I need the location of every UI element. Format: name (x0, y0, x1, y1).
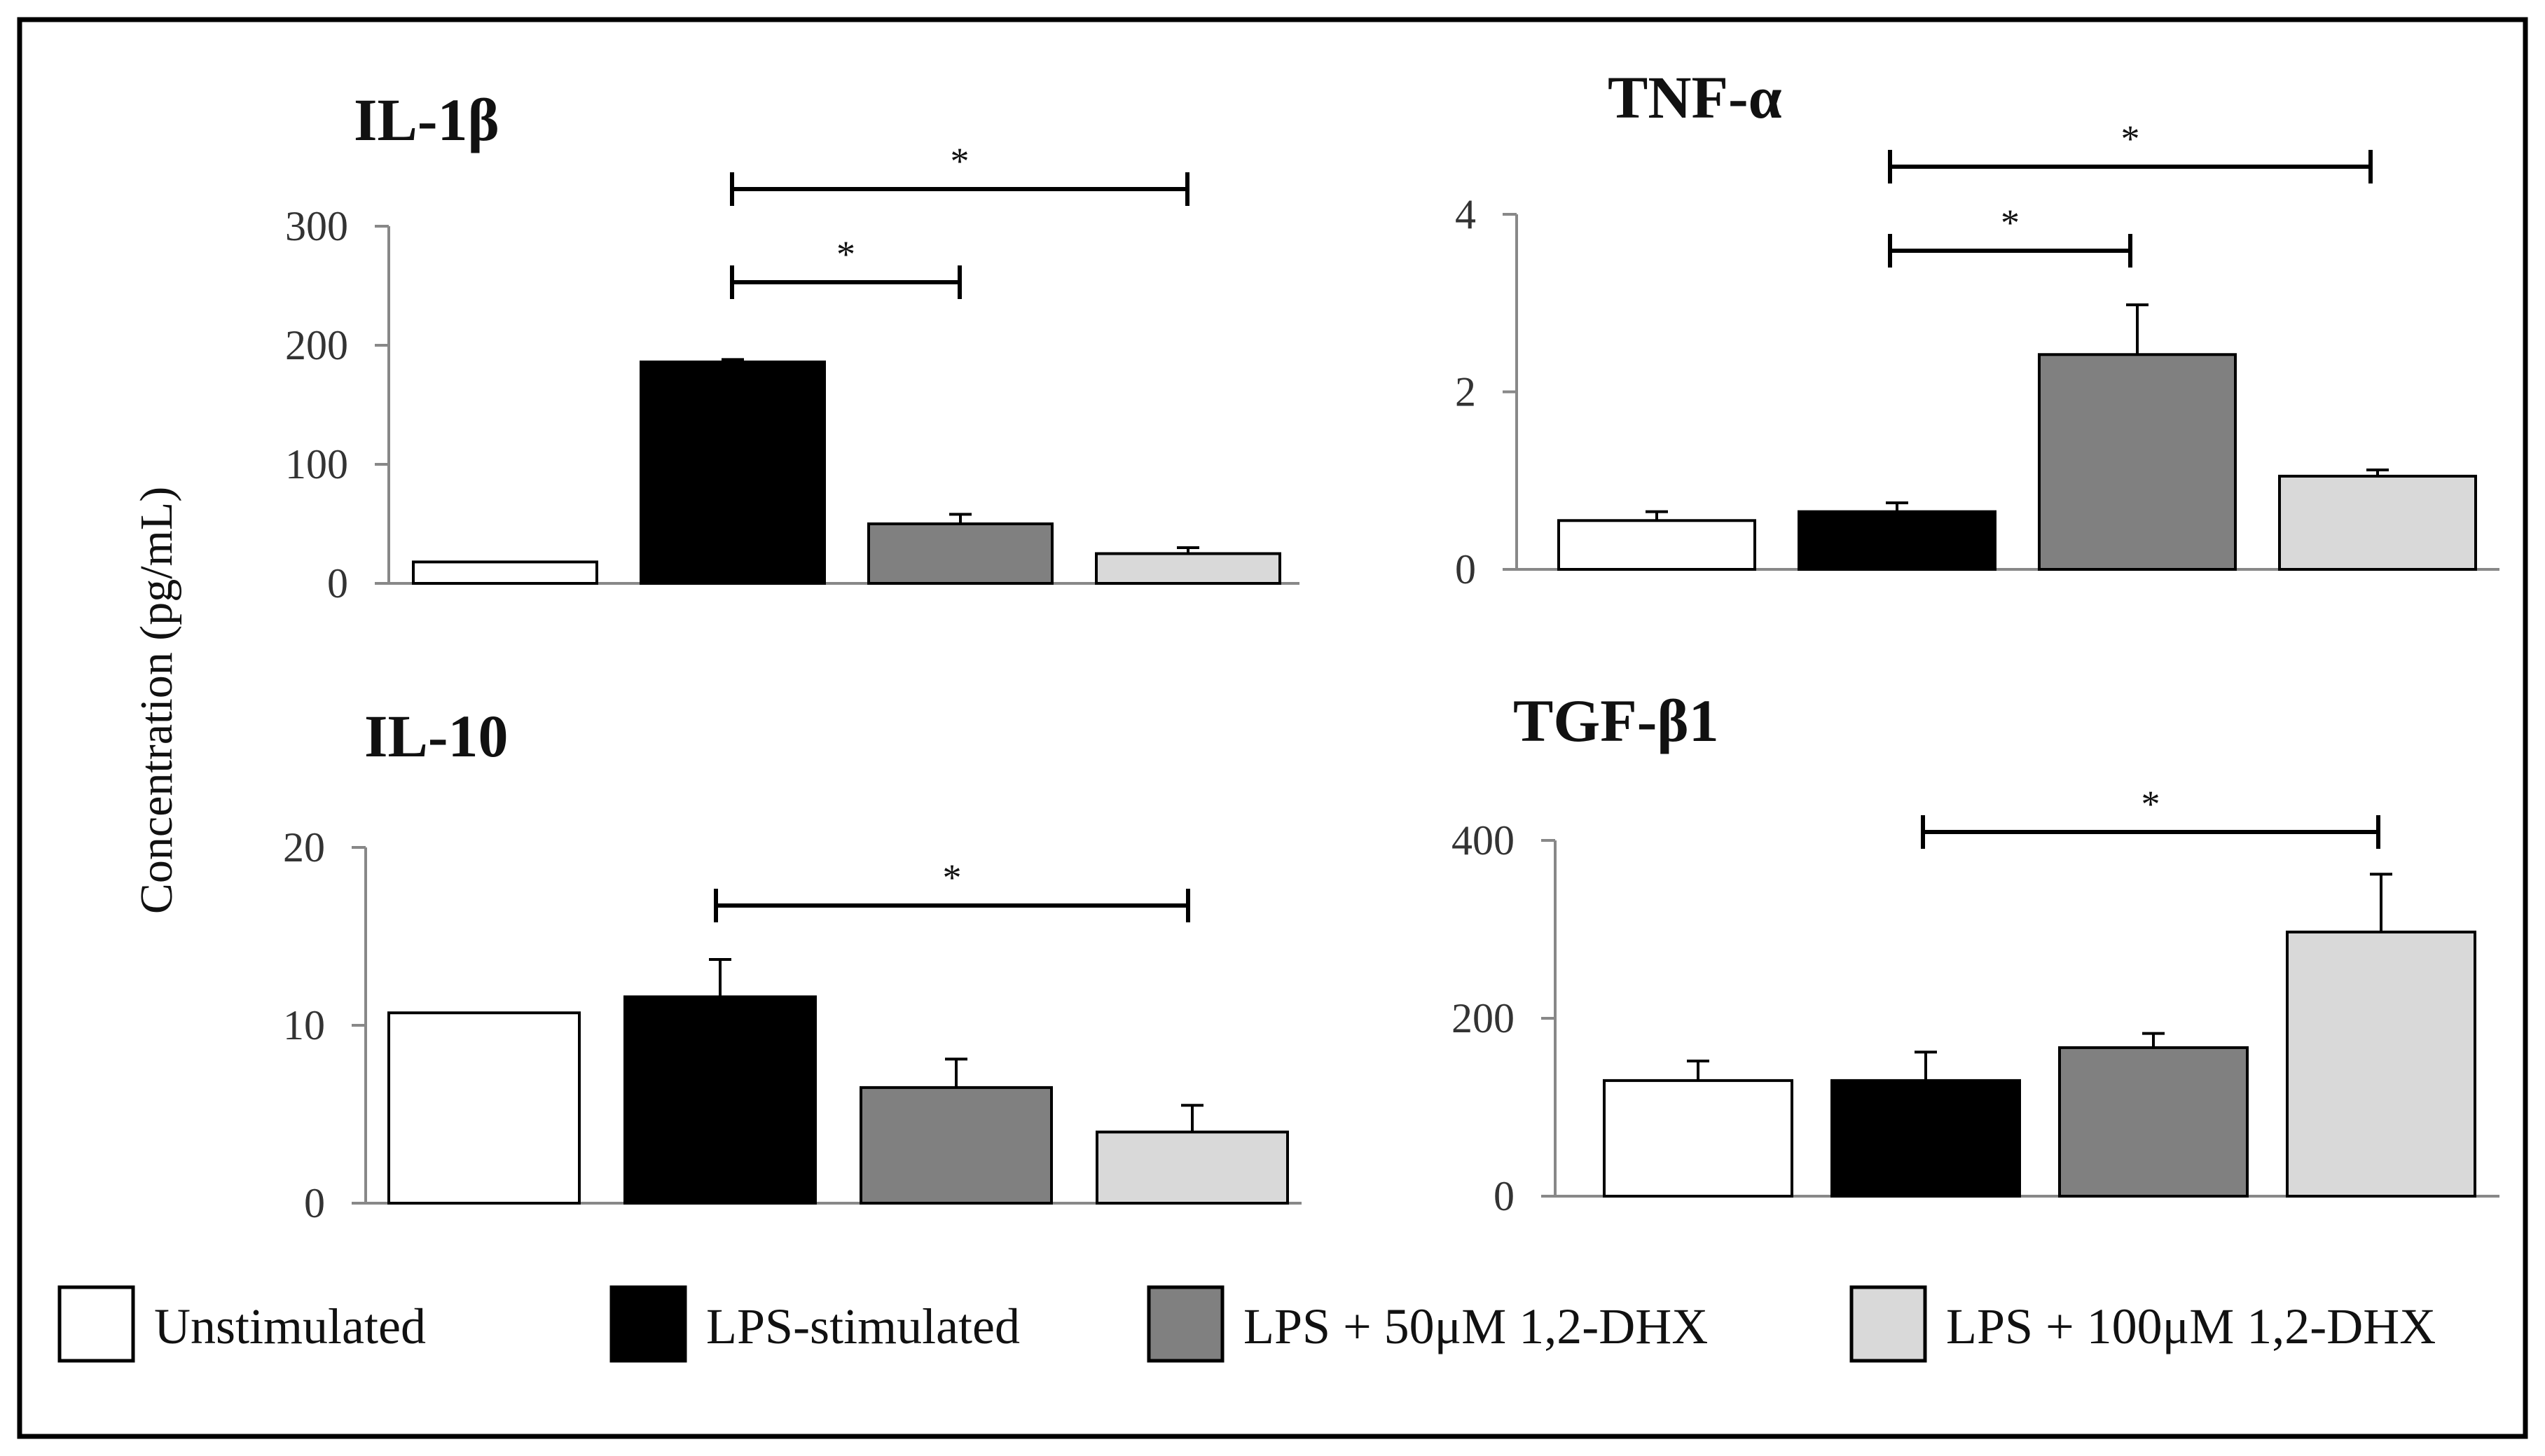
panel-title: TNF-α (1608, 64, 1782, 131)
significance-star: * (2141, 783, 2160, 825)
y-tick-label: 2 (1455, 369, 1476, 415)
legend: Unstimulated LPS-stimulated LPS + 50μM 1,2… (57, 1285, 2436, 1363)
bar-tgfb1-2 (1830, 1079, 2021, 1198)
bar-il1b-1 (412, 560, 598, 585)
legend-label: Unstimulated (154, 1298, 426, 1354)
y-tick-label: 20 (283, 824, 325, 871)
y-tick-label: 0 (304, 1180, 325, 1226)
y-tick-label: 0 (327, 560, 348, 606)
legend-swatch (57, 1285, 135, 1363)
y-tick-label: 0 (1455, 546, 1476, 592)
y-axis-title: Concentration (pg/mL) (131, 487, 182, 914)
legend-label: LPS + 100μM 1,2-DHX (1946, 1298, 2436, 1354)
significance-star: * (943, 857, 962, 899)
panel-title: IL-10 (364, 702, 508, 770)
bar-tgfb1-3 (2058, 1046, 2249, 1198)
bar-il10-2 (623, 995, 817, 1205)
panel-il1b: IL-1β 0 100 200 300 * * (285, 86, 1299, 606)
legend-item: LPS-stimulated (609, 1285, 1020, 1363)
panel-title: TGF-β1 (1513, 687, 1719, 754)
significance-star: * (836, 233, 855, 275)
y-tick-label: 100 (285, 441, 348, 487)
bar-il1b-3 (867, 522, 1054, 585)
bar-tnfa-4 (2278, 474, 2477, 571)
legend-label: LPS-stimulated (706, 1298, 1020, 1354)
bar-tgfb1-4 (2286, 930, 2476, 1198)
y-tick-label: 200 (285, 322, 348, 368)
y-tick-label: 300 (285, 203, 348, 249)
legend-item: LPS + 50μM 1,2-DHX (1147, 1285, 1708, 1363)
legend-swatch (1849, 1285, 1927, 1363)
bar-il1b-2 (640, 360, 826, 585)
significance-star: * (2001, 202, 2020, 244)
y-tick-label: 400 (1451, 817, 1515, 864)
y-tick-label: 0 (1494, 1173, 1515, 1219)
bar-tnfa-2 (1798, 510, 1996, 571)
significance-star: * (951, 140, 970, 182)
panel-tnfa: TNF-α 0 2 4 * * (1455, 64, 2499, 592)
bar-tgfb1-1 (1603, 1079, 1793, 1198)
bar-tnfa-3 (2038, 353, 2237, 571)
legend-label: LPS + 50μM 1,2-DHX (1243, 1298, 1708, 1354)
bar-il10-1 (387, 1011, 581, 1205)
legend-swatch (609, 1285, 687, 1363)
y-tick-label: 10 (283, 1002, 325, 1048)
bar-il1b-4 (1095, 552, 1281, 585)
y-tick-label: 200 (1451, 995, 1515, 1041)
bar-tnfa-1 (1557, 519, 1756, 571)
bar-il10-4 (1096, 1130, 1289, 1205)
panels: IL-1β0100200300**TNF-α024**IL-1001020*TG… (283, 64, 2499, 1226)
significance-star: * (2121, 118, 2140, 160)
legend-swatch (1147, 1285, 1225, 1363)
panel-title: IL-1β (354, 86, 499, 153)
legend-item: LPS + 100μM 1,2-DHX (1849, 1285, 2436, 1363)
panel-il10: IL-10 0 10 20 * (283, 702, 1302, 1226)
legend-item: Unstimulated (57, 1285, 426, 1363)
bar-il10-3 (860, 1086, 1053, 1205)
y-tick-label: 4 (1455, 191, 1476, 237)
panel-tgfb1: TGF-β1 0 200 400 * (1451, 687, 2499, 1219)
